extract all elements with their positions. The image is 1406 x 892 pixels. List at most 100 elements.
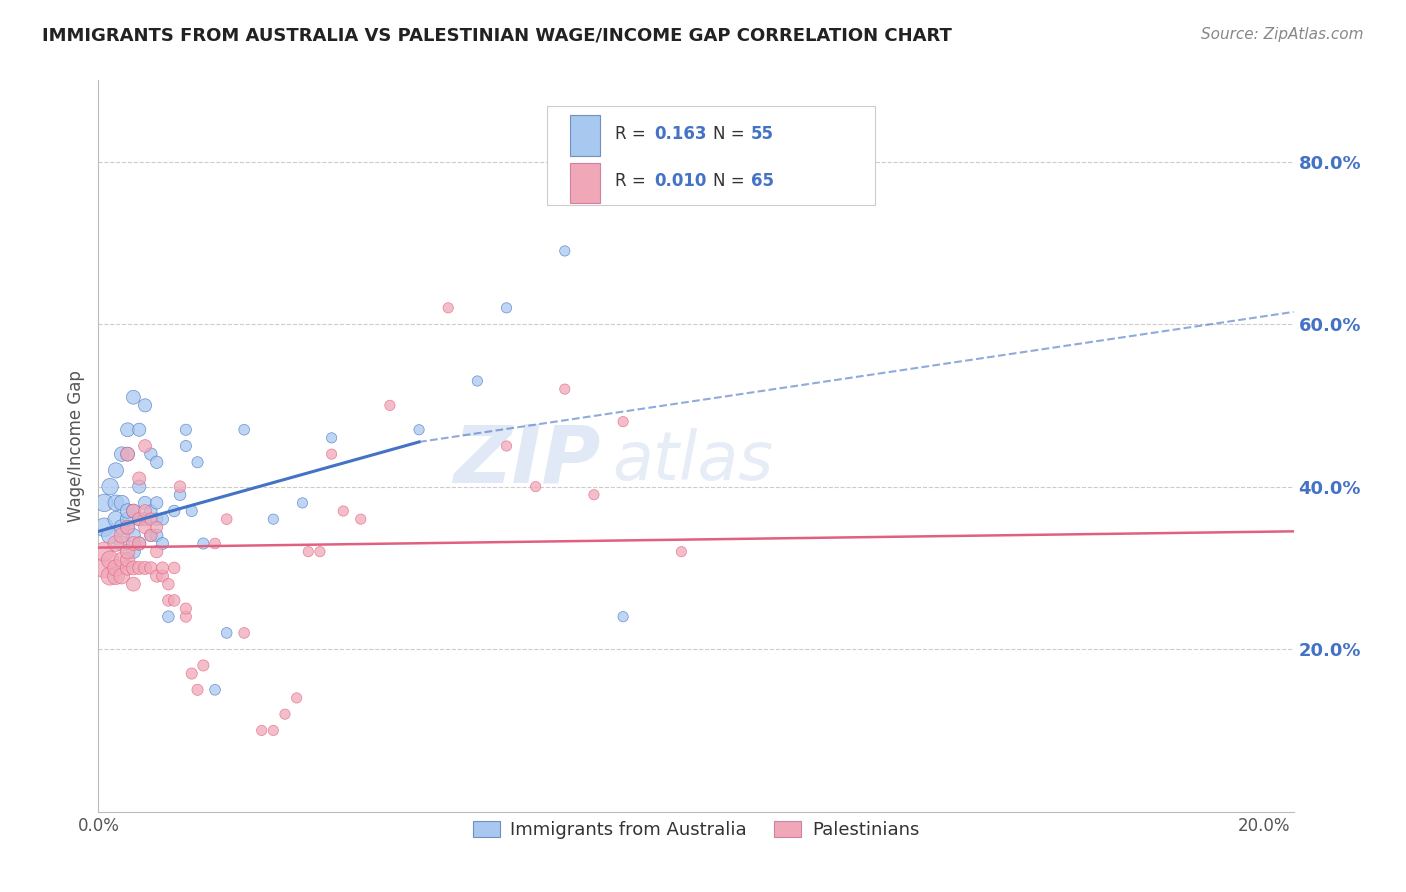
Text: R =: R =: [614, 125, 651, 143]
Text: atlas: atlas: [613, 427, 773, 493]
Point: [98, 569, 121, 583]
Text: 65: 65: [751, 172, 773, 190]
Point: [350, 512, 373, 526]
Point: [274, 707, 297, 722]
Point: [104, 463, 127, 477]
Point: [93, 561, 115, 575]
FancyBboxPatch shape: [547, 106, 876, 204]
Point: [495, 439, 517, 453]
Point: [163, 561, 186, 575]
Point: [285, 690, 308, 705]
Point: [612, 415, 634, 429]
FancyBboxPatch shape: [571, 163, 600, 203]
Text: 0.010: 0.010: [654, 172, 707, 190]
Point: [152, 561, 174, 575]
Point: [554, 382, 576, 396]
Point: [134, 439, 156, 453]
Point: [612, 609, 634, 624]
Point: [186, 455, 208, 469]
Point: [122, 536, 145, 550]
Point: [262, 723, 284, 738]
Point: [134, 398, 156, 412]
Point: [291, 496, 314, 510]
Point: [122, 504, 145, 518]
Text: ZIP: ZIP: [453, 422, 600, 500]
Point: [117, 512, 139, 526]
Point: [671, 544, 693, 558]
Point: [117, 561, 139, 575]
Point: [111, 553, 134, 567]
Point: [104, 512, 127, 526]
Point: [139, 512, 162, 526]
Point: [145, 520, 167, 534]
Point: [169, 488, 191, 502]
Point: [152, 536, 174, 550]
Point: [297, 544, 319, 558]
Point: [495, 301, 517, 315]
Text: R =: R =: [614, 172, 651, 190]
Point: [122, 544, 145, 558]
Point: [215, 626, 238, 640]
Point: [163, 504, 186, 518]
Point: [111, 447, 134, 461]
Point: [152, 512, 174, 526]
Point: [437, 301, 460, 315]
Point: [204, 682, 226, 697]
Point: [332, 504, 354, 518]
Point: [180, 504, 202, 518]
Point: [524, 480, 547, 494]
Point: [262, 512, 284, 526]
Point: [128, 512, 150, 526]
Point: [250, 723, 273, 738]
Text: 0.163: 0.163: [654, 125, 707, 143]
Text: 55: 55: [751, 125, 773, 143]
Point: [152, 569, 174, 583]
Point: [98, 480, 121, 494]
Point: [193, 536, 215, 550]
Point: [111, 520, 134, 534]
Point: [104, 536, 127, 550]
Point: [128, 561, 150, 575]
Point: [204, 536, 226, 550]
Point: [117, 504, 139, 518]
Point: [174, 601, 197, 615]
Point: [134, 561, 156, 575]
Point: [98, 553, 121, 567]
Point: [117, 447, 139, 461]
Point: [554, 244, 576, 258]
Point: [117, 520, 139, 534]
Point: [117, 544, 139, 558]
Y-axis label: Wage/Income Gap: Wage/Income Gap: [66, 370, 84, 522]
Point: [174, 609, 197, 624]
Point: [128, 471, 150, 485]
Point: [139, 528, 162, 542]
Point: [111, 536, 134, 550]
Point: [98, 528, 121, 542]
Point: [582, 488, 605, 502]
Point: [122, 528, 145, 542]
Point: [122, 561, 145, 575]
Point: [321, 447, 343, 461]
Point: [467, 374, 489, 388]
Point: [122, 390, 145, 404]
Point: [174, 423, 197, 437]
Point: [145, 544, 167, 558]
FancyBboxPatch shape: [571, 115, 600, 155]
Point: [111, 569, 134, 583]
Point: [128, 480, 150, 494]
Point: [157, 593, 180, 607]
Point: [321, 431, 343, 445]
Point: [233, 626, 256, 640]
Point: [145, 512, 167, 526]
Point: [309, 544, 332, 558]
Point: [117, 520, 139, 534]
Point: [93, 520, 115, 534]
Text: IMMIGRANTS FROM AUSTRALIA VS PALESTINIAN WAGE/INCOME GAP CORRELATION CHART: IMMIGRANTS FROM AUSTRALIA VS PALESTINIAN…: [42, 27, 952, 45]
Point: [128, 423, 150, 437]
Point: [134, 504, 156, 518]
Point: [180, 666, 202, 681]
Point: [186, 682, 208, 697]
Point: [157, 609, 180, 624]
Legend: Immigrants from Australia, Palestinians: Immigrants from Australia, Palestinians: [465, 814, 927, 847]
Point: [134, 520, 156, 534]
